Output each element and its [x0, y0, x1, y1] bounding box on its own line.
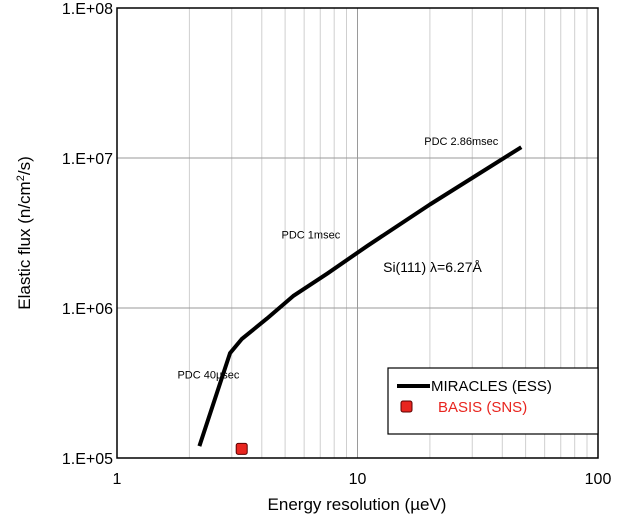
annotations: PDC 2.86msec PDC 1msec Si(111) λ=6.27Å PDC … — [177, 136, 498, 382]
y-tick-label: 1.E+07 — [62, 151, 113, 168]
x-tick-label: 10 — [349, 471, 367, 488]
annotation-label: PDC 1msec — [282, 229, 341, 241]
legend-label-miracles: MIRACLES (ESS) — [431, 378, 552, 395]
x-tick-labels: 1 10 100 — [113, 471, 612, 488]
plot-frame — [116, 7, 599, 459]
legend-box — [387, 367, 599, 435]
legend-label-basis: BASIS (SNS) — [438, 399, 527, 416]
y-tick-label: 1.E+08 — [62, 1, 113, 18]
legend-marker-basis — [400, 400, 413, 413]
annotation-label: PDC 2.86msec — [424, 136, 498, 148]
series-layer — [197, 145, 523, 455]
y-axis-label-tail: /s) — [15, 156, 34, 175]
y-axis-label-main: Elastic flux (n/cm — [15, 181, 34, 309]
legend: MIRACLES (ESS) BASIS (SNS) — [387, 367, 599, 435]
annotation-label: Si(111) λ=6.27Å — [383, 259, 482, 275]
y-axis-label: Elastic flux (n/cm2/s) — [15, 156, 34, 310]
y-axis-label-sup: 2 — [15, 175, 27, 181]
series-line-miracles — [197, 145, 523, 447]
x-tick-label: 1 — [113, 471, 122, 488]
annotation-label: PDC 40µsec — [177, 370, 239, 382]
y-tick-label: 1.E+05 — [62, 451, 113, 468]
y-tick-labels: 1.E+05 1.E+06 1.E+07 1.E+08 — [62, 1, 113, 468]
y-tick-label: 1.E+06 — [62, 301, 113, 318]
x-axis-label: Energy resolution (µeV) — [268, 495, 447, 514]
data-point-basis — [235, 442, 248, 455]
x-tick-label: 100 — [585, 471, 612, 488]
